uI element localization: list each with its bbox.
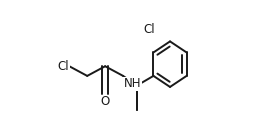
Text: Cl: Cl [58, 60, 69, 73]
Text: Cl: Cl [143, 23, 155, 36]
Text: O: O [101, 95, 110, 108]
Text: NH: NH [124, 77, 141, 90]
